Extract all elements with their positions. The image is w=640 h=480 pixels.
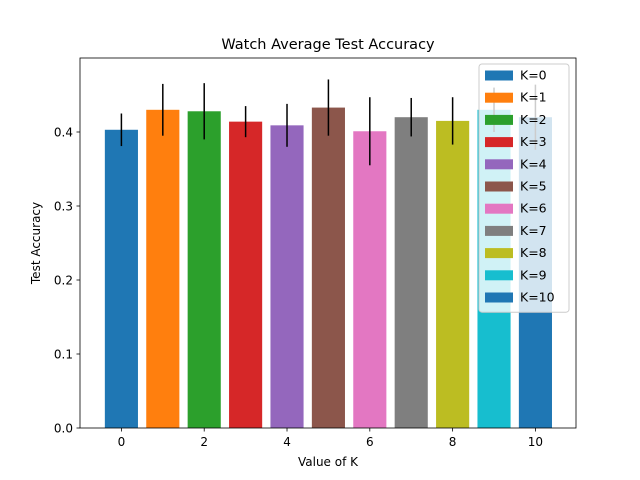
- bar-k0: [104, 129, 138, 428]
- x-tick-label: 6: [366, 435, 374, 449]
- legend-swatch: [485, 203, 513, 214]
- y-axis-title: Test Accuracy: [29, 202, 43, 285]
- y-tick-label: 0.4: [54, 126, 73, 140]
- bar-k3: [229, 121, 263, 428]
- bars-group: [104, 107, 552, 429]
- chart-title: Watch Average Test Accuracy: [221, 37, 435, 53]
- legend-swatch: [485, 70, 513, 81]
- x-tick-label: 2: [200, 435, 208, 449]
- legend-swatch: [485, 270, 513, 281]
- legend-label: K=10: [520, 290, 555, 305]
- y-tick-label: 0.3: [54, 200, 73, 214]
- legend-label: K=6: [520, 201, 547, 216]
- x-tick-label: 8: [449, 435, 457, 449]
- legend-label: K=3: [520, 134, 547, 149]
- legend-swatch: [485, 114, 513, 125]
- legend-label: K=0: [520, 68, 547, 83]
- legend-swatch: [485, 248, 513, 259]
- x-tick-label: 4: [283, 435, 291, 449]
- legend-label: K=4: [520, 156, 547, 171]
- y-tick-label: 0.1: [54, 348, 73, 362]
- legend-swatch: [485, 159, 513, 170]
- legend-swatch: [485, 292, 513, 303]
- plot-frame: [79, 57, 577, 429]
- legend-swatch: [485, 181, 513, 192]
- x-axis: 0 2 4 6 8 10: [118, 428, 543, 449]
- bar-k7: [394, 117, 428, 428]
- y-axis: 0.0 0.1 0.2 0.3 0.4: [54, 126, 80, 436]
- bar-k4: [270, 125, 304, 428]
- y-tick-label: 0.0: [54, 422, 73, 436]
- legend-label: K=8: [520, 245, 547, 260]
- legend-swatch: [485, 225, 513, 236]
- x-tick-label: 10: [528, 435, 543, 449]
- bar-k6: [353, 131, 387, 428]
- bar-k2: [187, 111, 221, 428]
- legend-label: K=9: [520, 267, 547, 282]
- bar-k1: [146, 109, 180, 429]
- x-tick-label: 0: [118, 435, 126, 449]
- legend-label: K=2: [520, 112, 547, 127]
- legend-label: K=7: [520, 223, 547, 238]
- y-tick-label: 0.2: [54, 274, 73, 288]
- legend-swatch: [485, 137, 513, 148]
- legend-swatch: [485, 92, 513, 103]
- legend-label: K=1: [520, 90, 547, 105]
- legend-label: K=5: [520, 179, 547, 194]
- legend: K=0 K=1 K=2 K=3 K=4 K=5 K=6 K=7 K=8 K=9 K=10: [478, 63, 570, 313]
- bar-k8: [436, 120, 470, 429]
- x-axis-title: Value of K: [298, 455, 359, 469]
- bar-k5: [311, 107, 345, 428]
